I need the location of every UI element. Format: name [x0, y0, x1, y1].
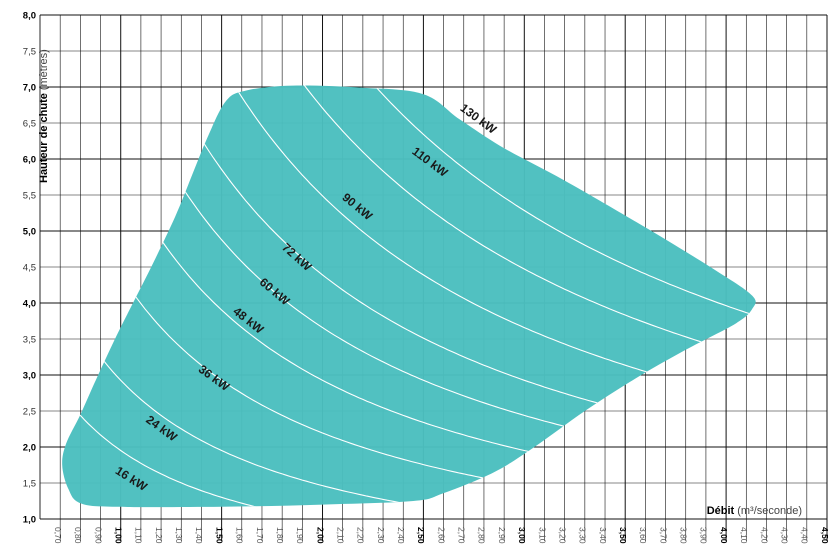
x-axis-title: Débit (m³/seconde) [707, 505, 802, 517]
y-tick-label: 6,5 [23, 119, 36, 130]
x-tick-label: 2,00 [315, 527, 325, 544]
power-curve [83, 85, 756, 487]
y-tick-label: 7,0 [23, 83, 36, 94]
x-tick-label: 4,50 [820, 527, 830, 544]
x-tick-label: 4,00 [719, 527, 729, 544]
x-axis-title-unit: (m³/seconde) [737, 505, 802, 517]
power-curve [277, 85, 756, 364]
y-tick-label: 5,5 [23, 191, 36, 202]
x-tick-label: 1,20 [154, 527, 164, 544]
power-curve [164, 85, 756, 434]
power-curve [116, 85, 756, 466]
x-tick-label: 2,40 [396, 527, 406, 544]
y-axis-title: Hauteur de chute (mètres) [38, 49, 50, 183]
x-tick-label: 0,70 [53, 527, 63, 544]
y-tick-label: 4,0 [23, 299, 36, 310]
x-tick-label: 2,10 [335, 527, 345, 544]
x-tick-label: 4,30 [779, 527, 789, 544]
y-tick-label: 3,0 [23, 371, 36, 382]
x-tick-label: 3,60 [638, 527, 648, 544]
x-tick-label: 1,80 [275, 527, 285, 544]
power-curve [221, 85, 756, 399]
x-tick-label: 4,10 [739, 527, 749, 544]
y-tick-label: 1,0 [23, 515, 36, 526]
x-tick-label: 3,90 [699, 527, 709, 544]
x-tick-label: 1,90 [295, 527, 305, 544]
power-curve [62, 122, 706, 508]
x-tick-label: 1,70 [255, 527, 265, 544]
y-tick-label: 6,0 [23, 155, 36, 166]
x-tick-label: 0,90 [93, 527, 103, 544]
x-tick-label: 4,40 [800, 527, 810, 544]
x-tick-label: 3,30 [578, 527, 588, 544]
y-tick-label: 7,5 [23, 47, 36, 58]
y-axis-title-unit: (mètres) [38, 49, 50, 90]
y-tick-label: 8,0 [23, 11, 36, 22]
x-tick-label: 4,20 [759, 527, 769, 544]
power-curve [62, 85, 756, 508]
x-tick-label: 2,20 [356, 527, 366, 544]
x-tick-label: 1,10 [134, 527, 144, 544]
power-curve [62, 85, 756, 508]
x-tick-label: 2,30 [376, 527, 386, 544]
y-axis-ticks: 1,0 1,5 2,0 2,5 3,0 3,5 4,0 4,5 5,0 5,5 6,0 6,5 7,0 7… [23, 11, 36, 526]
y-tick-label: 2,0 [23, 443, 36, 454]
x-axis-title-main: Débit [707, 505, 735, 517]
x-tick-label: 1,40 [194, 527, 204, 544]
x-tick-label: 2,50 [416, 527, 426, 544]
y-axis-title-main: Hauteur de chute [38, 93, 50, 183]
x-axis-ticks: 0,70 0,80 0,90 1,00 1,10 1,20 1,30 1,40 1,50 1,60… [53, 527, 830, 544]
operating-region [62, 85, 756, 508]
x-tick-label: 1,60 [235, 527, 245, 544]
x-tick-label: 2,90 [497, 527, 507, 544]
y-tick-label: 5,0 [23, 227, 36, 238]
x-tick-label: 2,60 [436, 527, 446, 544]
x-tick-label: 3,10 [537, 527, 547, 544]
x-tick-label: 3,50 [618, 527, 628, 544]
x-tick-label: 1,30 [174, 527, 184, 544]
x-tick-label: 3,20 [557, 527, 567, 544]
x-tick-label: 3,40 [598, 527, 608, 544]
x-tick-label: 3,00 [517, 527, 527, 544]
x-tick-label: 1,00 [113, 527, 123, 544]
y-tick-label: 3,5 [23, 335, 36, 346]
x-tick-label: 1,50 [214, 527, 224, 544]
x-tick-label: 3,80 [678, 527, 688, 544]
y-tick-label: 4,5 [23, 263, 36, 274]
x-tick-label: 2,80 [477, 527, 487, 544]
x-tick-label: 2,70 [457, 527, 467, 544]
y-tick-label: 1,5 [23, 479, 36, 490]
x-tick-label: 0,80 [73, 527, 83, 544]
y-tick-label: 2,5 [23, 407, 36, 418]
x-tick-label: 3,70 [658, 527, 668, 544]
